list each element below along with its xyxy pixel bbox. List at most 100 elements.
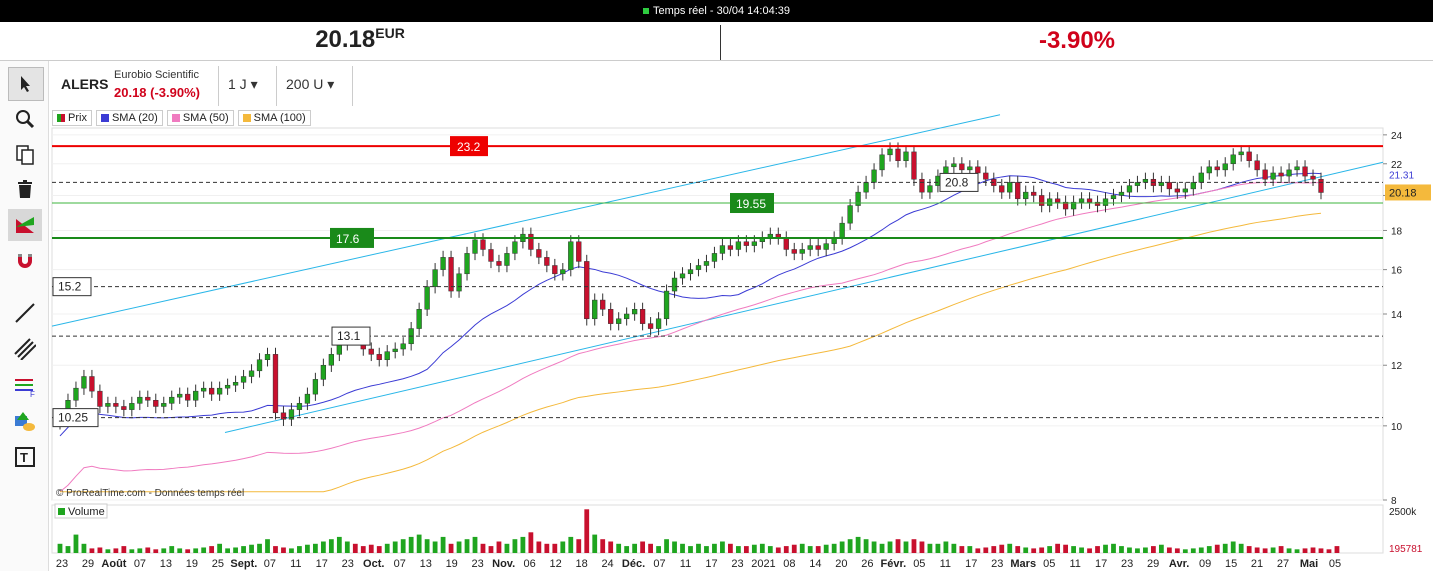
volume-bar [783, 546, 789, 553]
y-tick-label: 14 [1391, 310, 1403, 321]
volume-bar [209, 546, 215, 553]
volume-bar [1198, 547, 1204, 553]
candle [440, 257, 446, 270]
current-price-label: 20.18 [1389, 187, 1417, 199]
volume-bar [1015, 546, 1021, 553]
candle [1047, 198, 1053, 206]
x-tick-label: 07 [134, 558, 146, 570]
sma100-swatch-icon [242, 114, 251, 122]
volume-bar [1071, 546, 1076, 553]
volume-bar [177, 548, 183, 553]
candle [1039, 195, 1045, 206]
chart-style-icon[interactable] [8, 209, 42, 241]
fibonacci-icon[interactable]: F [8, 371, 42, 403]
level-tag [450, 136, 488, 157]
y-tick-label: 22 [1391, 160, 1403, 171]
volume-bar [1111, 543, 1116, 553]
text-icon[interactable]: T [8, 441, 42, 473]
cursor-icon[interactable] [8, 67, 44, 101]
candle [743, 241, 750, 246]
candle [129, 403, 135, 410]
volume-bar [640, 541, 646, 553]
candle [121, 406, 127, 410]
volume-bar [440, 536, 446, 553]
volume-bar [1039, 547, 1045, 553]
ticker-symbol[interactable]: ALERS [61, 76, 109, 92]
volume-bar [480, 543, 486, 553]
candle [1214, 166, 1220, 171]
volume-bar [536, 541, 542, 553]
candle [1142, 178, 1149, 183]
volume-bar [1310, 547, 1316, 553]
candle [224, 384, 231, 389]
timeframe-dropdown[interactable]: 1 J ▾ [228, 76, 258, 92]
x-tick-label: 19 [186, 558, 198, 570]
volume-bar [927, 543, 933, 553]
volume-bar [1182, 549, 1188, 553]
legend-item-sma100[interactable]: SMA (100) [237, 110, 311, 126]
svg-text:T: T [20, 450, 28, 465]
volume-bar [145, 547, 151, 553]
volume-bar [648, 543, 653, 553]
chart-area [51, 127, 1384, 501]
legend-item-sma20[interactable]: SMA (20) [95, 110, 163, 126]
x-tick-label: 08 [783, 558, 795, 570]
line-icon[interactable] [8, 297, 42, 329]
volume-bar [336, 536, 342, 553]
watermark: © ProRealTime.com - Données temps réel [56, 488, 244, 499]
volume-bar [73, 534, 79, 553]
candle [368, 348, 374, 355]
candle [663, 290, 670, 320]
volume-bar [65, 546, 71, 553]
candle [304, 393, 311, 404]
candle [496, 261, 502, 266]
volume-bar [680, 543, 685, 553]
volume-bar [488, 546, 494, 553]
volume-value-label: 195781 [1389, 544, 1423, 555]
candle [137, 396, 143, 404]
x-tick-label: Nov. [492, 558, 515, 570]
candle [384, 351, 390, 360]
units-dropdown[interactable]: 200 U ▾ [286, 76, 335, 92]
volume-bar [1135, 548, 1140, 553]
copy-icon[interactable] [8, 139, 42, 171]
x-tick-label: 15 [1225, 558, 1237, 570]
candle [1190, 182, 1196, 190]
candle [560, 269, 566, 275]
volume-bar [97, 547, 103, 553]
volume-value-tag [1385, 541, 1431, 555]
candle [1134, 182, 1141, 186]
candle [616, 318, 622, 324]
volume-bar [704, 546, 709, 553]
candle [240, 376, 247, 383]
candle [488, 249, 494, 262]
channel-icon[interactable] [8, 333, 42, 365]
y-tick-label: 16 [1391, 266, 1403, 277]
x-tick-label: 17 [1095, 558, 1107, 570]
x-tick-label: 11 [290, 558, 301, 570]
candle [1174, 188, 1180, 193]
candle [1062, 201, 1069, 210]
candle [512, 241, 518, 254]
shapes-icon[interactable] [8, 405, 42, 437]
candle [863, 182, 869, 193]
candle [328, 354, 334, 366]
trash-icon[interactable] [8, 173, 42, 205]
volume-bar [1119, 546, 1124, 553]
volume-bar [1127, 547, 1132, 553]
zoom-icon[interactable] [8, 103, 42, 135]
sma50-swatch-icon [171, 114, 180, 122]
candle [1238, 151, 1244, 156]
candle [1126, 185, 1133, 193]
volume-bar [1007, 543, 1013, 553]
x-tick-label: 26 [861, 558, 873, 570]
volume-bar [887, 541, 893, 553]
volume-bar [815, 546, 821, 553]
trend-line-lower [224, 161, 1384, 434]
magnet-icon[interactable] [8, 245, 42, 277]
volume-bar [113, 548, 119, 553]
candle [871, 169, 877, 183]
legend-item-price[interactable]: Prix [52, 110, 92, 126]
volume-legend[interactable] [54, 503, 108, 519]
legend-item-sma50[interactable]: SMA (50) [166, 110, 234, 126]
